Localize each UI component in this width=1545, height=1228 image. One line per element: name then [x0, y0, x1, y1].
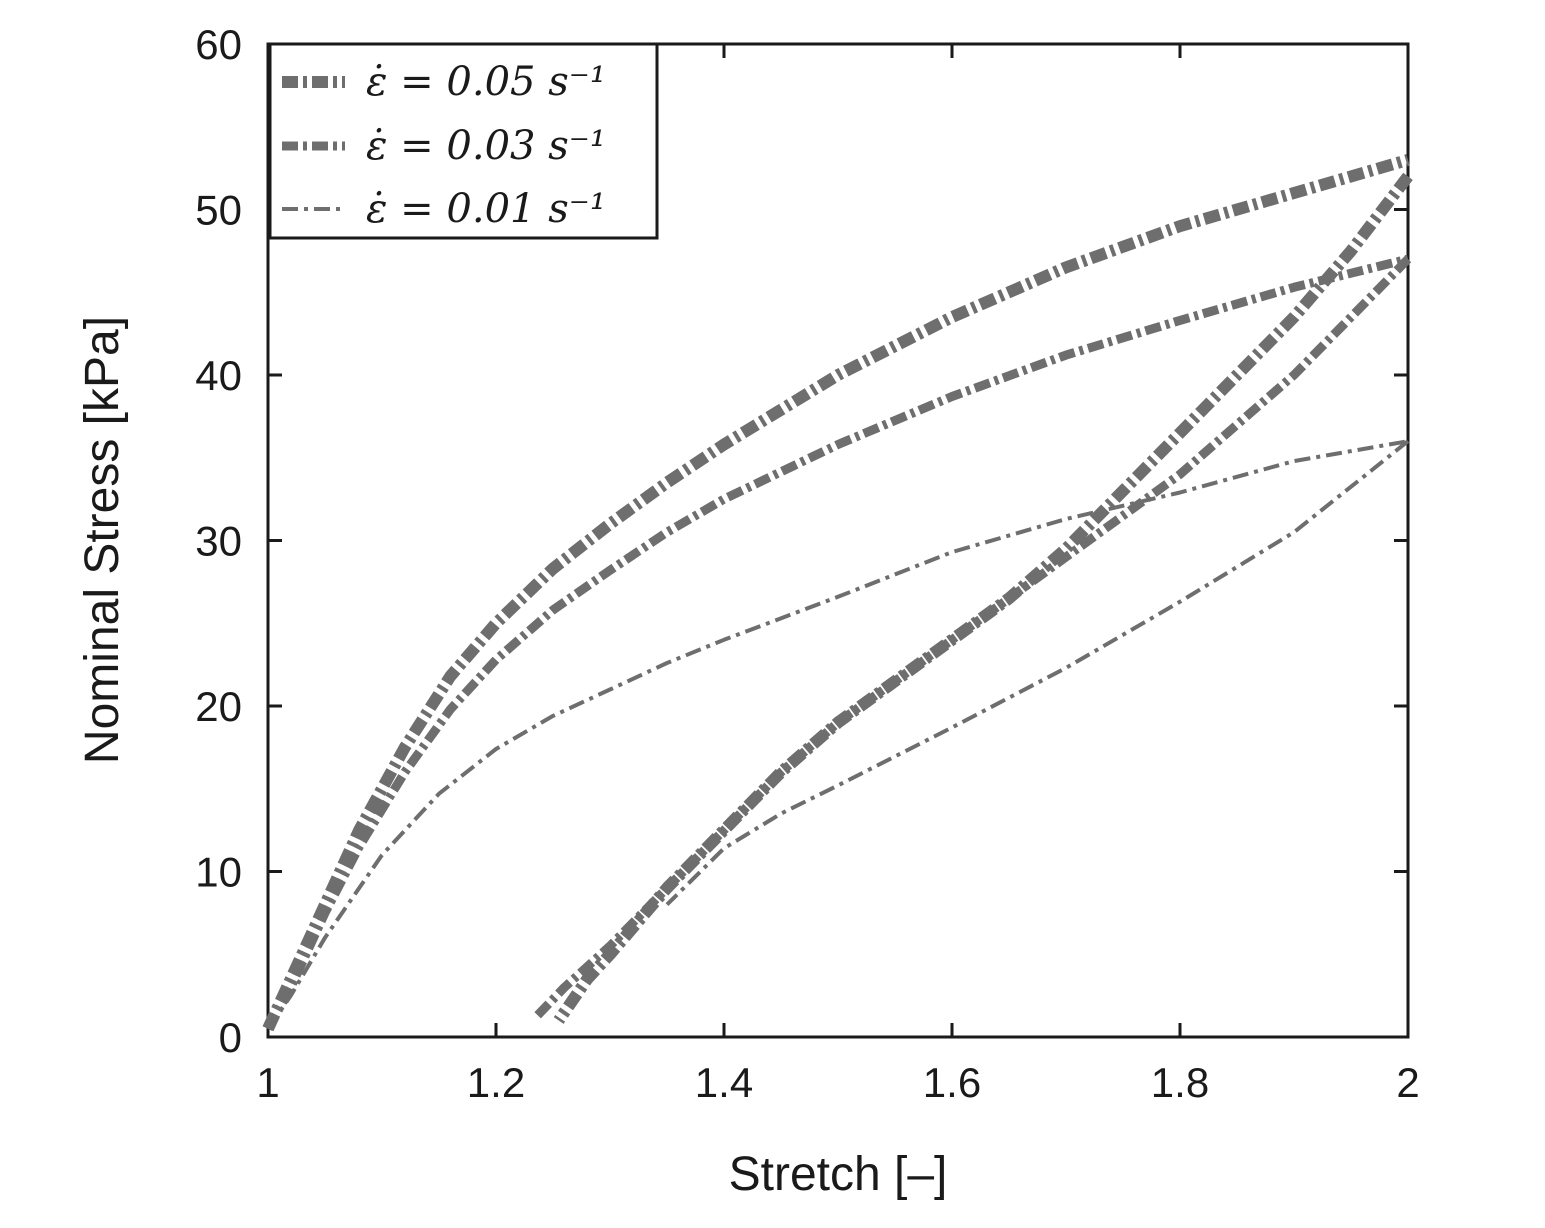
y-tick-label: 60: [195, 21, 242, 68]
y-tick-label: 0: [219, 1014, 242, 1061]
y-tick-label: 50: [195, 187, 242, 234]
legend-label-2: ε̇ = 0.03 s⁻¹: [366, 123, 606, 169]
series-line-1-loading: [262, 154, 1410, 1032]
series-line-2-unloading: [532, 255, 1412, 1021]
series-line-3-loading: [266, 439, 1409, 1030]
y-tick-label: 40: [195, 352, 242, 399]
x-tick-label: 1: [256, 1059, 279, 1106]
x-tick-label: 2: [1396, 1059, 1419, 1106]
y-tick-label: 30: [195, 518, 242, 565]
legend-label-3: ε̇ = 0.01 s⁻¹: [366, 186, 606, 232]
y-tick-label: 10: [195, 849, 242, 896]
y-axis-label: Nominal Stress [kPa]: [76, 316, 129, 764]
x-axis-ticks: 1 1.2 1.4 1.6 1.8 2: [256, 44, 1420, 1106]
series-layer: [262, 154, 1413, 1032]
x-tick-label: 1.4: [695, 1059, 753, 1106]
legend: ε̇ = 0.05 s⁻¹ ε̇ = 0.03 s⁻¹ ε̇ = 0.01 s⁻¹: [268, 42, 659, 240]
series-line-3-unloading: [665, 439, 1410, 907]
series-line-2-loading: [264, 254, 1410, 1031]
y-tick-label: 20: [195, 683, 242, 730]
y-axis-ticks: 0 10 20 30 40 50 60: [195, 21, 1408, 1061]
x-tick-label: 1.6: [923, 1059, 981, 1106]
legend-label-1: ε̇ = 0.05 s⁻¹: [366, 59, 606, 105]
x-tick-label: 1.8: [1151, 1059, 1209, 1106]
x-axis-label: Stretch [–]: [729, 1148, 948, 1201]
x-tick-label: 1.2: [467, 1059, 525, 1106]
